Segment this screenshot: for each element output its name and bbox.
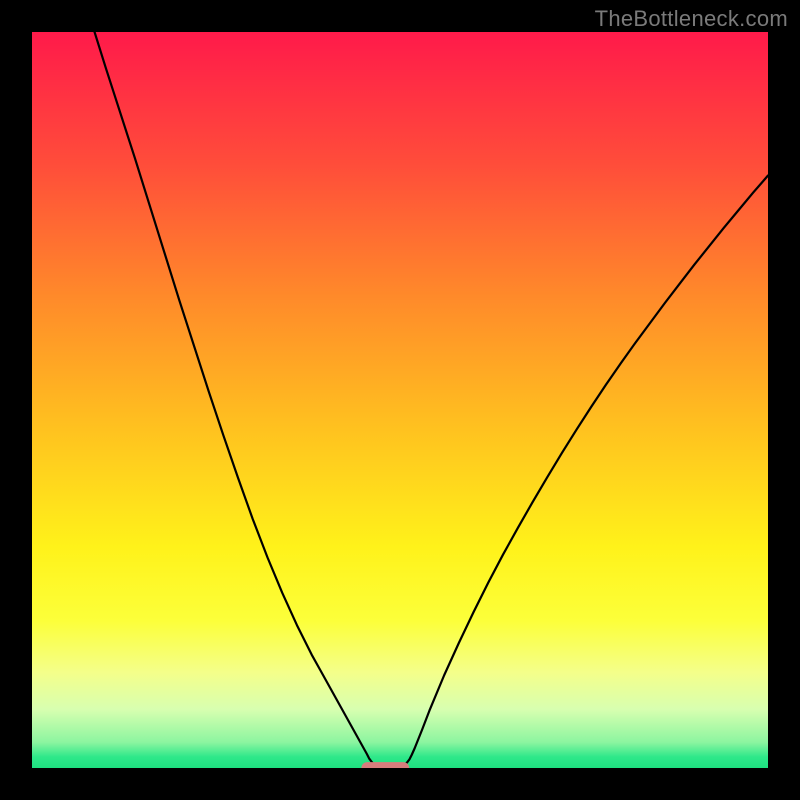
plot-background [32,32,768,768]
plot-svg [32,32,768,768]
optimal-marker [361,762,409,768]
chart-container: TheBottleneck.com [0,0,800,800]
watermark-text: TheBottleneck.com [595,6,788,32]
plot-area [32,32,768,768]
